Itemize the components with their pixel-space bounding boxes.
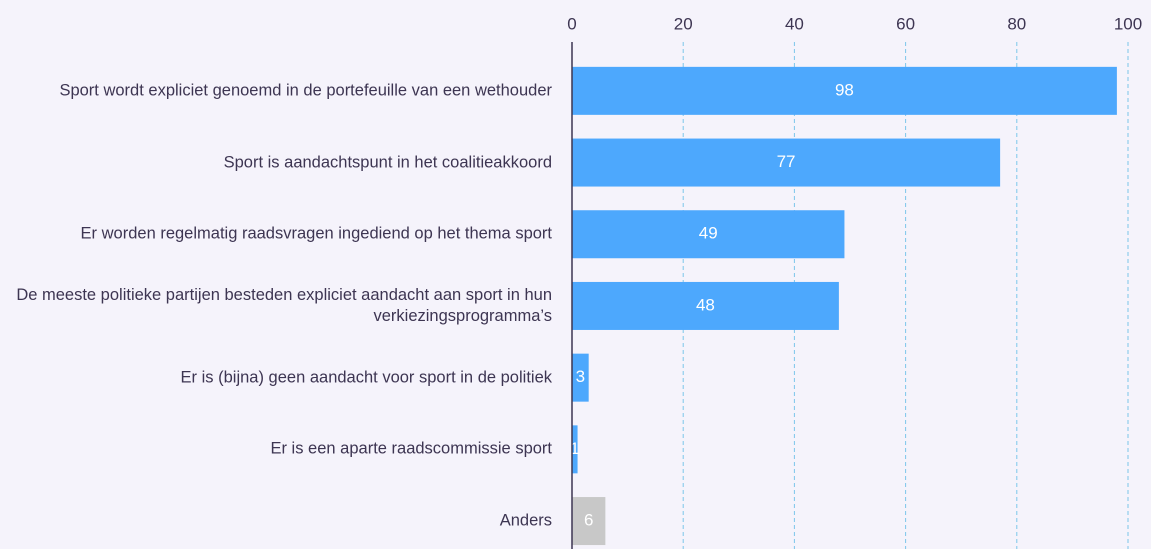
bar bbox=[572, 138, 1001, 187]
bar bbox=[572, 497, 606, 546]
value-label: 49 bbox=[699, 224, 718, 243]
x-tick-label: 40 bbox=[785, 14, 804, 33]
bar bbox=[572, 66, 1117, 115]
value-label: 3 bbox=[576, 367, 585, 386]
value-label: 6 bbox=[584, 511, 593, 530]
bar bbox=[572, 281, 839, 330]
value-label: 1 bbox=[570, 439, 579, 458]
x-tick-label: 0 bbox=[567, 14, 576, 33]
bar bbox=[572, 353, 589, 402]
x-tick-label: 100 bbox=[1114, 14, 1142, 33]
y-tick-label: Sport is aandachtspunt in het coalitieak… bbox=[223, 153, 552, 172]
y-tick-label: Er worden regelmatig raadsvragen ingedie… bbox=[80, 224, 552, 243]
value-label: 77 bbox=[777, 152, 796, 171]
bar bbox=[572, 425, 578, 474]
y-tick-label: Er is (bijna) geen aandacht voor sport i… bbox=[180, 368, 552, 387]
value-label: 48 bbox=[696, 295, 715, 314]
y-tick-label: Sport wordt expliciet genoemd in de port… bbox=[59, 81, 552, 100]
y-tick-label: Er is een aparte raadscommissie sport bbox=[270, 439, 552, 458]
y-tick-label: De meeste politieke partijen besteden ex… bbox=[16, 285, 552, 325]
y-tick-label: Anders bbox=[499, 511, 552, 530]
x-tick-label: 60 bbox=[896, 14, 915, 33]
bar bbox=[572, 210, 845, 259]
x-tick-label: 80 bbox=[1007, 14, 1026, 33]
x-tick-label: 20 bbox=[674, 14, 693, 33]
value-label: 98 bbox=[835, 80, 854, 99]
